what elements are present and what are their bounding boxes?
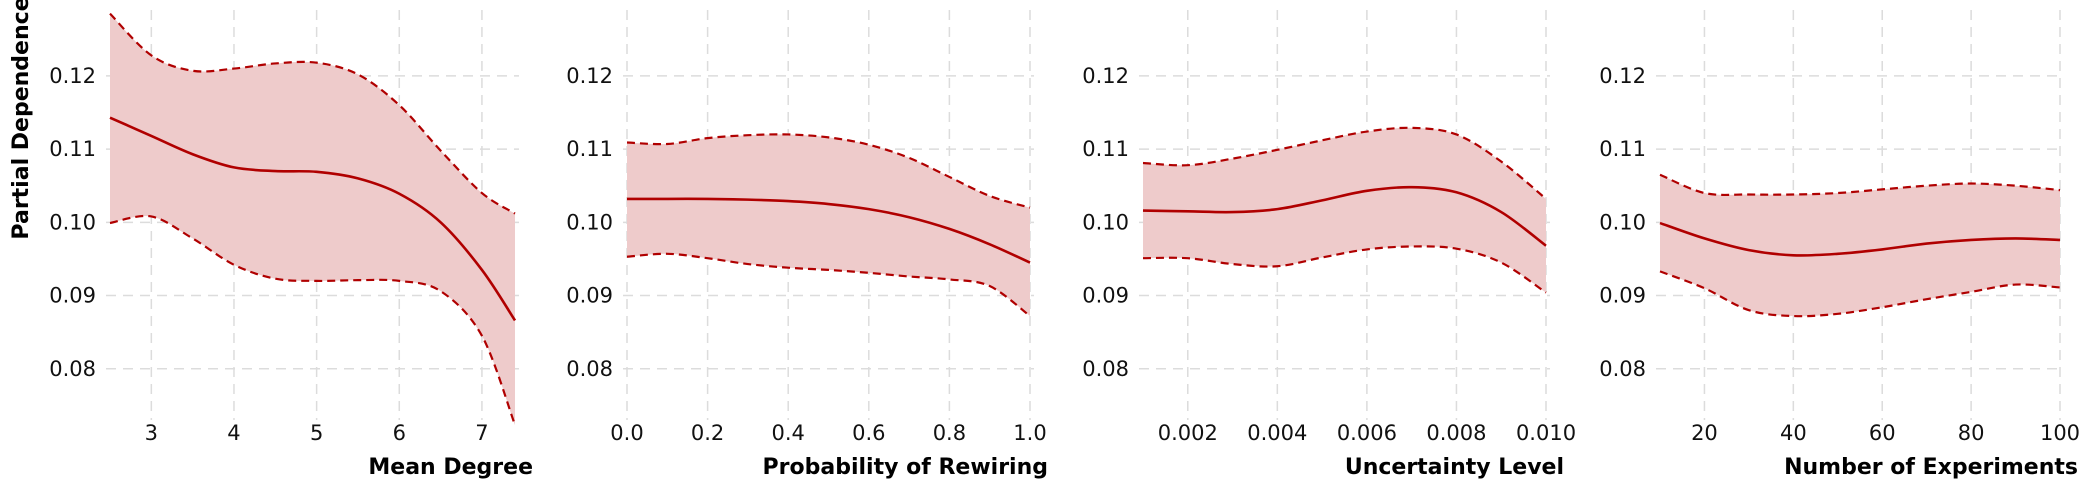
x-tick-label: 0.2 (691, 421, 724, 445)
x-axis-label: Probability of Rewiring (763, 455, 1048, 480)
y-tick-label: 0.09 (1599, 284, 1646, 308)
y-tick-label: 0.11 (49, 137, 96, 161)
x-tick-label: 20 (1691, 421, 1718, 445)
x-tick-label: 0.002 (1158, 421, 1218, 445)
x-tick-label: 0.006 (1337, 421, 1397, 445)
x-tick-label: 0.4 (771, 421, 804, 445)
y-tick-label: 0.12 (1599, 64, 1646, 88)
x-tick-label: 60 (1869, 421, 1896, 445)
x-tick-label: 6 (393, 421, 406, 445)
x-axis-label: Mean Degree (368, 455, 533, 480)
x-tick-label: 0.6 (852, 421, 885, 445)
confidence-band (110, 13, 515, 426)
lower-bound-line (109, 214, 517, 426)
partial-dependence-line (109, 116, 517, 322)
y-tick-label: 0.08 (566, 357, 613, 381)
y-tick-label: 0.10 (1082, 210, 1129, 234)
chart-panel-4: 0.08 0.09 0.10 0.11 0.12 20 40 60 80 100 Number of… (1599, 10, 2080, 480)
x-tick-label: 80 (1958, 421, 1985, 445)
confidence-band (1143, 127, 1546, 293)
upper-bound-line (1659, 173, 2061, 197)
x-axis-label: Uncertainty Level (1345, 455, 1564, 480)
y-tick-label: 0.12 (566, 64, 613, 88)
y-axis-label: Partial Dependence (9, 0, 34, 240)
confidence-band (627, 134, 1030, 317)
lower-bound-line (626, 252, 1031, 317)
x-tick-label: 40 (1780, 421, 1807, 445)
upper-bound-line (1142, 126, 1547, 200)
lower-bound-line (1659, 270, 2061, 318)
y-tick-label: 0.10 (566, 210, 613, 234)
y-tick-label: 0.11 (1082, 137, 1129, 161)
y-tick-label: 0.09 (1082, 284, 1129, 308)
y-tick-label: 0.08 (49, 357, 96, 381)
x-tick-label: 100 (2040, 421, 2080, 445)
x-tick-label: 0.8 (933, 421, 966, 445)
y-tick-label: 0.08 (1082, 357, 1129, 381)
y-tick-label: 0.10 (49, 210, 96, 234)
x-tick-label: 1.0 (1013, 421, 1046, 445)
y-tick-label: 0.09 (566, 284, 613, 308)
x-tick-label: 7 (475, 421, 488, 445)
chart-panel-2: 0.08 0.09 0.10 0.11 0.12 0.0 0.2 0.4 0.6 0.8 1.0 Pr… (566, 10, 1048, 480)
partial-dependence-line (627, 197, 1031, 264)
confidence-band (1660, 174, 2060, 317)
chart-panel-1: 0.08 0.09 0.10 0.11 0.12 3 4 5 6 7 Mean Degree (49, 10, 533, 480)
y-tick-label: 0.09 (49, 284, 96, 308)
y-tick-label: 0.10 (1599, 210, 1646, 234)
partial-dependence-line (1142, 185, 1547, 247)
chart-panel-3: 0.08 0.09 0.10 0.11 0.12 0.002 0.004 0.006 0.008… (1082, 10, 1576, 480)
x-tick-label: 0.010 (1516, 421, 1576, 445)
y-tick-label: 0.11 (566, 137, 613, 161)
y-tick-label: 0.12 (1082, 64, 1129, 88)
upper-bound-line (626, 133, 1031, 209)
upper-bound-line (109, 12, 516, 215)
x-tick-label: 4 (227, 421, 240, 445)
y-tick-label: 0.08 (1599, 357, 1646, 381)
y-tick-label: 0.12 (49, 64, 96, 88)
lower-bound-line (1142, 245, 1547, 294)
x-tick-label: 5 (310, 421, 323, 445)
x-tick-label: 0.008 (1426, 421, 1486, 445)
y-tick-label: 0.11 (1599, 137, 1646, 161)
x-tick-label: 0.0 (610, 421, 643, 445)
x-tick-label: 3 (145, 421, 158, 445)
x-axis-label: Number of Experiments (1784, 455, 2078, 480)
x-tick-label: 0.004 (1247, 421, 1307, 445)
partial-dependence-line (1659, 221, 2061, 257)
